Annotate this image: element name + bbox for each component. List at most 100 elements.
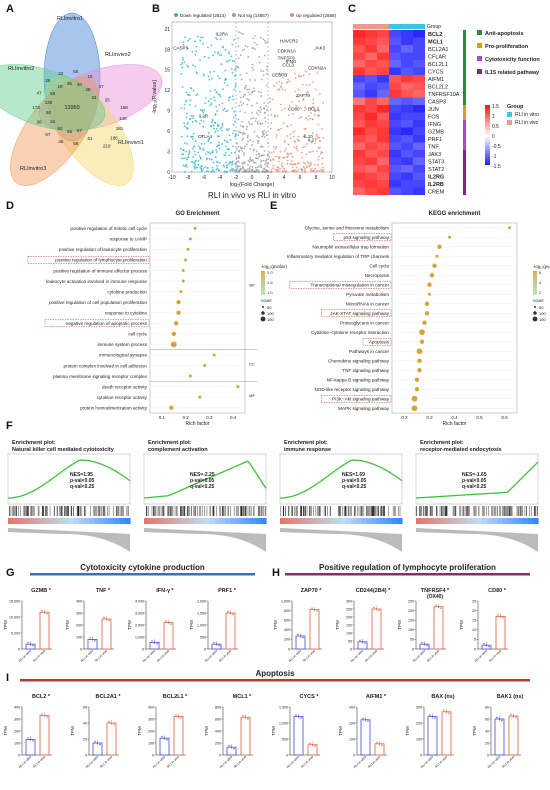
heatmap-cell	[401, 127, 413, 135]
rank-gradient-step	[280, 518, 286, 524]
category-side-bar	[463, 150, 466, 195]
gene-label: CTLA4	[198, 134, 213, 139]
count-legend-dot	[532, 316, 538, 322]
data-point	[246, 125, 248, 128]
y-tick-label: 1,500	[279, 705, 288, 709]
data-point	[242, 125, 244, 128]
heatmap-cell	[389, 112, 401, 120]
data-point	[281, 170, 284, 173]
rank-gradient-step	[94, 518, 101, 524]
y-axis-label: -log₁₀(P.value)	[152, 80, 158, 115]
data-point	[236, 171, 239, 173]
venn-set-1	[43, 12, 101, 142]
heatmap-cell	[401, 97, 413, 105]
y-axis-unit: TPM	[65, 620, 70, 630]
data-point	[296, 149, 299, 152]
rank-gradient-step	[487, 518, 493, 524]
legend-gradient-step	[533, 285, 537, 287]
replicate-point	[46, 613, 48, 615]
legend-gradient-step	[261, 274, 265, 276]
data-point	[230, 151, 233, 154]
x-category-label: RLI in vivo	[501, 755, 515, 769]
data-point	[299, 107, 302, 109]
data-point	[313, 169, 315, 172]
data-point	[207, 75, 210, 78]
venn-set-label: RLIinvivo2	[105, 52, 131, 58]
rank-gradient-step	[426, 518, 432, 524]
data-point	[234, 85, 237, 88]
heatmap-cell	[353, 172, 365, 180]
group-annotation-cell	[353, 24, 365, 29]
data-point	[254, 166, 257, 169]
data-point	[251, 123, 253, 126]
data-point	[256, 120, 259, 123]
data-point	[310, 163, 312, 166]
data-point	[291, 170, 293, 173]
data-point	[292, 170, 295, 173]
data-point	[221, 124, 224, 127]
data-point	[241, 139, 244, 142]
data-point	[194, 65, 197, 68]
data-point	[221, 122, 224, 125]
y-tick-label: 1,000	[279, 721, 288, 725]
data-point	[197, 145, 200, 147]
data-point	[239, 90, 241, 93]
data-point	[190, 170, 193, 173]
enrichment-dot	[203, 364, 207, 367]
data-point	[258, 90, 260, 93]
replicate-point	[300, 717, 302, 719]
x-category-label: RLI in vitro	[18, 755, 32, 769]
data-point	[231, 43, 234, 46]
data-point	[263, 102, 266, 104]
colorbar-step	[485, 151, 490, 153]
data-point	[237, 130, 240, 133]
rank-gradient-step	[512, 518, 519, 524]
rank-gradient-step	[456, 518, 463, 524]
venn-region-count: 35	[67, 81, 73, 86]
gene-label: IL10	[304, 134, 313, 139]
rank-gradient-step	[189, 518, 196, 524]
enrichment-dot	[188, 374, 192, 378]
data-point	[283, 170, 286, 172]
data-point	[197, 163, 200, 166]
heatmap-cell	[389, 75, 401, 83]
y-axis-unit: TPM	[70, 726, 75, 736]
category-legend-swatch	[477, 30, 482, 35]
data-point	[205, 153, 207, 156]
replicate-point	[375, 608, 378, 610]
term-label: Glycine, serine and threonine metabolism	[304, 226, 389, 231]
y-tick-label: 21	[164, 27, 170, 33]
y-tick-label: 800	[284, 609, 290, 613]
data-point	[279, 150, 282, 153]
data-point	[231, 169, 234, 172]
colorbar-step	[485, 115, 490, 117]
heatmap-cell	[413, 135, 425, 143]
data-point	[195, 94, 198, 97]
count-legend-tick: 150	[267, 317, 274, 322]
y-tick-label: 0	[142, 647, 144, 651]
legend-gradient-step	[261, 275, 265, 278]
data-point	[242, 95, 245, 98]
heatmap-cell	[413, 82, 425, 90]
data-point	[308, 83, 311, 86]
data-point	[291, 160, 293, 163]
enrichment-dot	[411, 395, 418, 402]
y-tick-label: 400	[148, 705, 154, 709]
x-tick-label: 2	[267, 175, 270, 181]
rank-gradient-step	[43, 518, 50, 524]
colorbar-step	[485, 113, 490, 115]
data-point	[322, 137, 325, 139]
y-tick-label: 300	[148, 717, 154, 721]
data-point	[221, 143, 224, 145]
data-point	[249, 165, 251, 168]
data-point	[248, 120, 250, 123]
heatmap-cell	[365, 165, 377, 173]
x-tick-label: -10	[168, 175, 175, 181]
data-point	[218, 144, 221, 146]
data-point	[262, 38, 265, 41]
y-tick-label: 300	[76, 611, 82, 615]
replicate-point	[32, 645, 34, 647]
term-label: MicroRNAs in cancer	[346, 302, 390, 307]
data-point	[226, 141, 229, 144]
data-point	[246, 168, 249, 171]
